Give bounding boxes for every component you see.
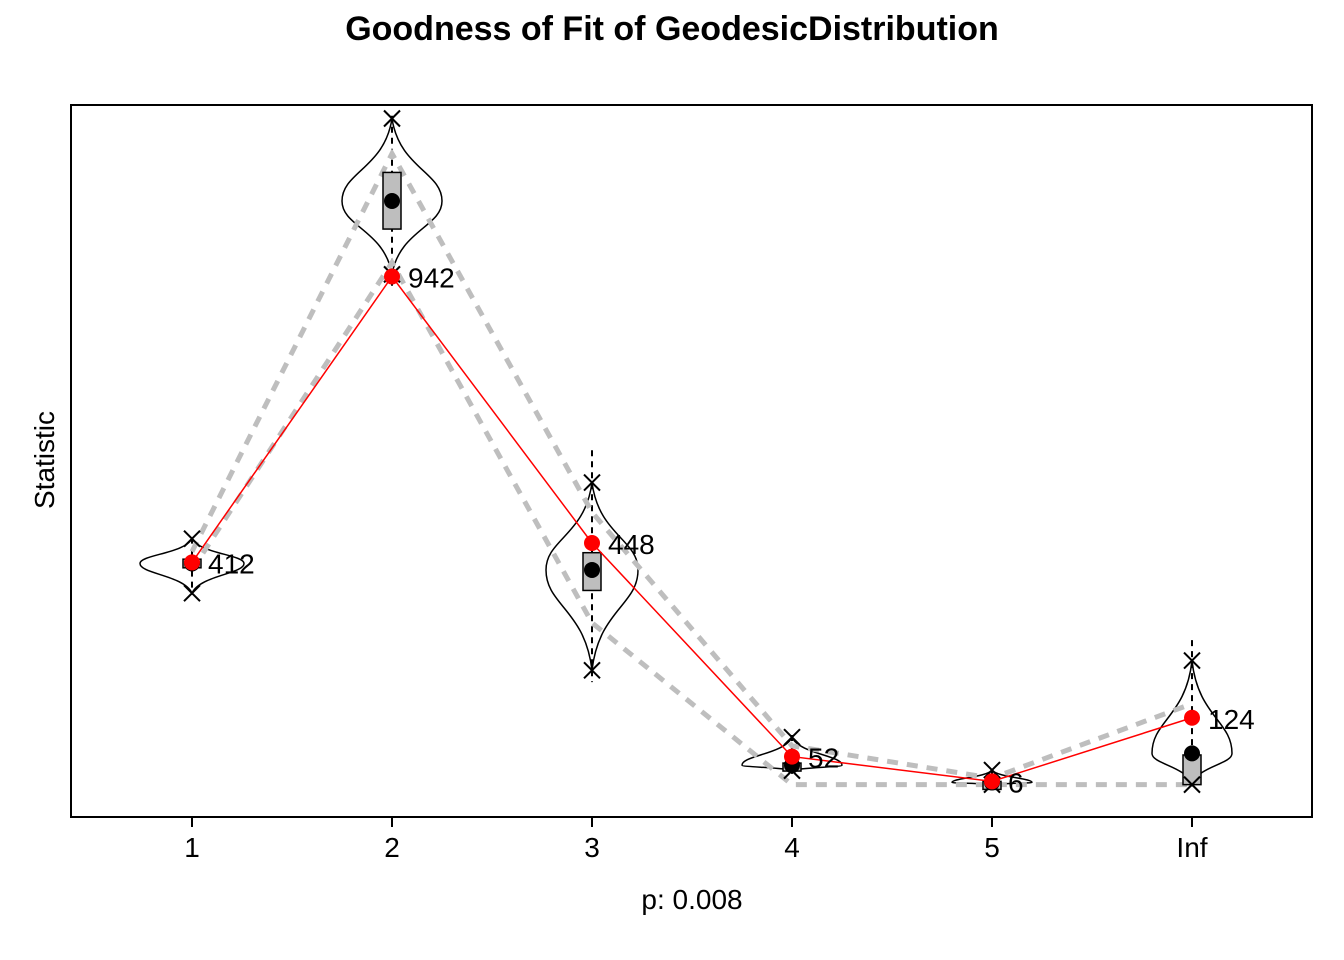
observed-point [184,554,200,571]
min-marker [183,584,201,602]
median-point [584,561,600,578]
max-marker [383,109,401,128]
lower-band-line [189,257,1192,788]
x-tick-label: 3 [584,832,600,863]
observed-point [984,773,1000,790]
upper-band-line [189,148,1193,781]
x-tick-label: 4 [784,832,800,863]
min-marker [1183,775,1201,794]
x-tick-label: Inf [1176,832,1207,863]
cross-stroke [1183,775,1201,794]
cross-stroke [783,728,801,746]
x-tick-label: 1 [184,832,200,863]
min-marker [583,661,601,679]
cross-stroke [183,529,201,548]
cross-stroke [1183,651,1201,670]
x-tick-label: 5 [984,832,1000,863]
observed-value-label: 412 [208,548,255,579]
median-point [384,193,400,210]
max-marker [583,473,601,492]
observed-value-label: 124 [1208,704,1255,735]
cross-stroke [383,109,401,128]
observed-point [384,268,400,285]
x-tick-label: 2 [384,832,400,863]
chart-title: Goodness of Fit of GeodesicDistribution [345,10,999,48]
max-marker [183,529,201,548]
plot-frame [70,104,1313,818]
median-point [1184,745,1200,762]
x-axis-label: p: 0.008 [641,884,743,915]
observed-line [191,275,1193,783]
cross-stroke [583,473,601,492]
observed-point [784,748,800,765]
max-marker [783,728,801,746]
observed-value-label: 52 [808,743,839,774]
max-marker [983,761,1001,779]
observed-value-label: 448 [608,529,655,560]
observed-point [584,534,600,551]
observed-value-label: 942 [408,263,455,294]
observed-point [1184,709,1200,726]
max-marker [1183,651,1201,670]
cross-stroke [183,584,201,602]
cross-stroke [583,661,601,679]
observed-value-label: 6 [1008,767,1024,798]
cross-stroke [983,761,1001,779]
